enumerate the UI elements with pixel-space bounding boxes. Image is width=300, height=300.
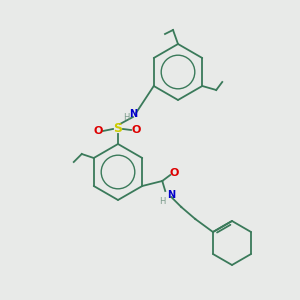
Text: H: H (123, 113, 129, 122)
Text: H: H (159, 196, 165, 206)
Text: O: O (131, 125, 141, 135)
Text: N: N (167, 190, 176, 200)
Text: O: O (169, 168, 179, 178)
Text: S: S (113, 122, 122, 136)
Text: N: N (129, 109, 137, 119)
Text: O: O (93, 126, 103, 136)
